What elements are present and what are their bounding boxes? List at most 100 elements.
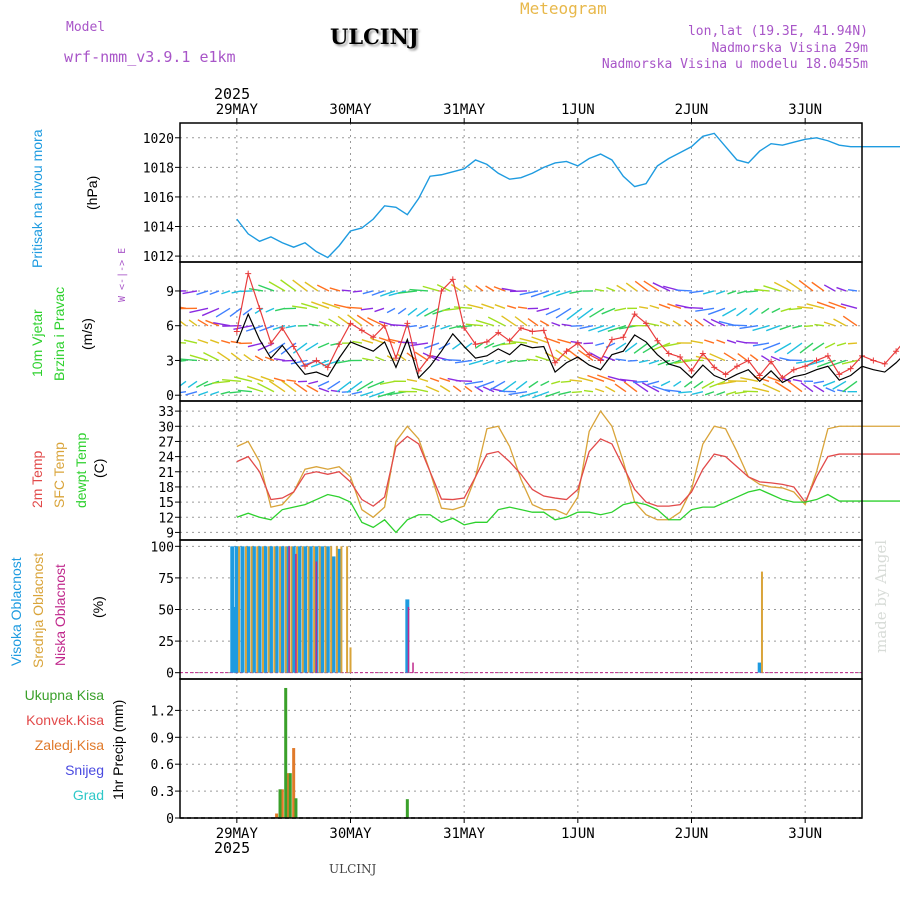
wind-arrow bbox=[587, 374, 605, 382]
y-tick-label: 1012 bbox=[143, 250, 174, 265]
wind-arrow bbox=[752, 325, 770, 332]
wind-arrow bbox=[498, 390, 517, 393]
cloud-unit: (%) bbox=[90, 596, 106, 618]
y-tick-label: 0.3 bbox=[151, 785, 174, 800]
wind-arrow bbox=[378, 337, 396, 344]
wind-arrow bbox=[836, 342, 847, 347]
high-cloud-bar bbox=[280, 546, 285, 673]
wind-arrows bbox=[180, 279, 858, 399]
wind-arrow bbox=[615, 358, 627, 362]
frozen-precip-bar bbox=[275, 813, 279, 818]
gust-marker bbox=[768, 358, 775, 365]
wind-arrow bbox=[368, 391, 385, 398]
wind-arrow bbox=[803, 325, 814, 328]
gust-marker bbox=[290, 343, 297, 350]
wind-arrow bbox=[583, 342, 594, 345]
high-cloud-bar bbox=[331, 556, 336, 673]
wind-arrow bbox=[649, 304, 660, 310]
wind-arrow bbox=[578, 376, 594, 382]
gust-marker bbox=[256, 305, 263, 312]
wind-arrow bbox=[409, 288, 429, 292]
wind-arrow bbox=[432, 307, 451, 315]
wind-arrow bbox=[763, 285, 781, 292]
wind-arrow bbox=[641, 382, 660, 393]
y-tick-label: 27 bbox=[158, 435, 174, 450]
wind-arrow bbox=[317, 342, 330, 349]
wind-arrow bbox=[215, 307, 231, 318]
elevation-text: Nadmorska Visina 29m bbox=[711, 41, 868, 56]
wind-arrow bbox=[205, 319, 220, 327]
wind-arrow bbox=[398, 290, 418, 294]
wind-arrow bbox=[308, 323, 319, 327]
legend-snow: Snijeg bbox=[65, 762, 104, 778]
sfc-temp-line bbox=[236, 409, 900, 521]
wind-arrow bbox=[695, 307, 715, 312]
wind-arrow bbox=[836, 286, 847, 292]
y-tick-label: 0 bbox=[166, 389, 174, 404]
mid-cloud-bar bbox=[340, 546, 343, 673]
wind-arrow bbox=[726, 391, 737, 396]
wind-arrow bbox=[594, 388, 605, 393]
wind-arrow bbox=[221, 290, 231, 295]
wind-arrow bbox=[530, 290, 550, 298]
wind-arrow bbox=[734, 391, 748, 395]
wind-arrow bbox=[230, 352, 242, 362]
pressure-line bbox=[236, 132, 900, 259]
y-tick-label: 75 bbox=[158, 572, 174, 587]
gust-marker bbox=[802, 363, 809, 370]
y-tick-label: 15 bbox=[158, 496, 174, 511]
mid-cloud-bar bbox=[349, 647, 352, 673]
gust-marker bbox=[438, 287, 445, 294]
wind-arrow bbox=[577, 349, 594, 362]
wind-arrow bbox=[221, 339, 231, 344]
gust-marker bbox=[347, 320, 354, 327]
wind-arrow bbox=[507, 359, 517, 364]
mid-cloud-bar bbox=[267, 546, 270, 673]
x-day-label-bottom: 1JUN bbox=[561, 826, 595, 842]
wind-arrow bbox=[823, 284, 836, 292]
gust-marker bbox=[427, 352, 434, 359]
wind-arrow bbox=[442, 307, 462, 312]
wind-arrow bbox=[607, 325, 627, 332]
wind-arrow bbox=[246, 386, 264, 393]
high-cloud-bar bbox=[297, 546, 302, 673]
y-tick-label: 0 bbox=[166, 667, 174, 682]
wind-arrow bbox=[362, 357, 374, 362]
wind-arrow bbox=[229, 391, 242, 394]
wind-arrow bbox=[736, 307, 748, 317]
gust-marker bbox=[790, 366, 797, 373]
panel-frame bbox=[179, 122, 863, 263]
wind-arrow bbox=[212, 380, 231, 384]
wind-arrow bbox=[203, 352, 220, 362]
gust-marker bbox=[597, 357, 604, 364]
wind-arrow bbox=[465, 323, 484, 327]
wind-arrow bbox=[367, 380, 385, 389]
pressure-unit: (hPa) bbox=[84, 175, 100, 210]
wind-arrow bbox=[606, 286, 616, 292]
wind-arrow bbox=[702, 290, 715, 295]
y-tick-label: 12 bbox=[158, 511, 174, 526]
wind-arrow bbox=[347, 314, 363, 327]
lonlat-text: lon,lat (19.3E, 41.94N) bbox=[687, 24, 868, 39]
wind-arrow bbox=[657, 359, 671, 366]
wind-arrow bbox=[828, 301, 847, 309]
gust-marker bbox=[893, 348, 900, 355]
mid-cloud-bar bbox=[273, 546, 276, 673]
wind-arrow bbox=[301, 302, 319, 310]
high-cloud-bar bbox=[263, 546, 268, 673]
gust-marker bbox=[654, 337, 661, 344]
wind-arrow bbox=[197, 338, 209, 344]
wind-arrow bbox=[745, 290, 759, 293]
wind-arrow bbox=[237, 389, 253, 393]
y-tick-label: 0 bbox=[166, 812, 174, 827]
wind-arrow bbox=[551, 380, 561, 385]
wind-arrow bbox=[304, 281, 319, 292]
legend-frozen: Zaledj.Kisa bbox=[34, 737, 104, 753]
gust-marker bbox=[847, 365, 854, 372]
gust-marker bbox=[279, 325, 286, 332]
high-cloud-bar bbox=[291, 546, 296, 673]
gust-marker bbox=[665, 350, 672, 357]
x-day-label-bottom: 30MAY bbox=[329, 826, 372, 842]
high-cloud-bar bbox=[405, 599, 410, 673]
